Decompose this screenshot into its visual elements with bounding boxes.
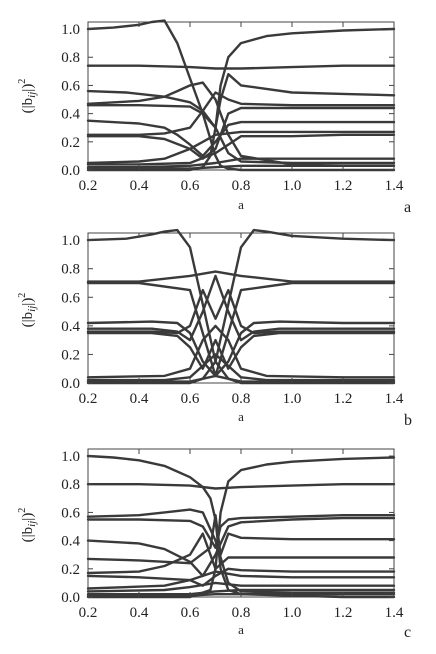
series-line-9 (86, 324, 396, 379)
panel-c: 0.2 0.4 0.6 0.8 1.0 1.2 1.4 0.00.20.40.60.81.0… (17, 448, 411, 641)
x-tick-label: 0.6 (181, 605, 200, 621)
x-tick-label: 0.4 (130, 605, 149, 621)
series-line-4 (86, 508, 396, 594)
x-tick-label: 1.2 (334, 605, 353, 621)
y-tick-label: 0.6 (61, 505, 80, 521)
x-ticks: 0.2 0.4 0.6 0.8 1.0 1.2 1.4 (79, 233, 404, 407)
panel-a: 0.2 0.4 0.6 0.8 1.0 1.2 1.4 0.00.20.40.60.81.0… (17, 19, 411, 216)
series-line-8 (86, 331, 396, 370)
y-tick-label: 0.6 (61, 290, 80, 306)
panel-letter: c (404, 624, 411, 641)
series-line-4 (86, 281, 396, 378)
panel-letter: b (404, 412, 412, 429)
x-tick-label: 1.0 (283, 605, 302, 621)
x-tick-label: 0.6 (181, 178, 200, 194)
x-tick-label: 0.4 (130, 391, 149, 407)
x-axis-label: a (238, 197, 244, 212)
series-line-1 (86, 228, 396, 385)
y-ticks: 0.0 0.2 0.4 0.6 0.8 1.0 (61, 233, 394, 392)
x-tick-label: 0.8 (232, 391, 251, 407)
x-tick-label: 0.2 (79, 178, 98, 194)
series-line-13 (86, 164, 396, 170)
curves (86, 454, 396, 599)
series-line-3 (86, 64, 396, 70)
y-tick-label: 0.2 (61, 562, 80, 578)
y-tick-label: 0.0 (61, 376, 80, 392)
series-line-6 (86, 73, 396, 129)
series-line-5 (86, 320, 396, 378)
y-tick-label: 0.4 (61, 534, 80, 550)
y-tick-label: 0.8 (61, 50, 80, 66)
series-line-5 (86, 514, 396, 549)
series-line-9 (86, 119, 396, 158)
y-axis-label: (|bij|)2 (17, 508, 38, 543)
series-line-2 (86, 228, 396, 385)
y-tick-label: 0.8 (61, 477, 80, 493)
series-line-1 (86, 19, 396, 172)
y-tick-label: 0.0 (61, 163, 80, 179)
series-line-3 (86, 270, 396, 283)
x-axis-label: a (238, 622, 244, 637)
series-line-12 (86, 157, 396, 169)
y-tick-label: 0.6 (61, 78, 80, 94)
series-line-3 (86, 483, 396, 490)
x-tick-label: 1.2 (334, 178, 353, 194)
panel-letter: a (404, 199, 411, 216)
plot-frame (87, 232, 395, 384)
series-line-11 (86, 133, 396, 166)
series-line-10 (86, 570, 396, 590)
y-tick-label: 0.4 (61, 107, 80, 123)
series-line-6 (86, 274, 396, 342)
x-ticks: 0.2 0.4 0.6 0.8 1.0 1.2 1.4 (79, 22, 404, 194)
y-tick-label: 1.0 (61, 22, 80, 38)
x-tick-label: 0.2 (79, 605, 98, 621)
y-tick-label: 0.4 (61, 319, 80, 335)
series-line-2 (86, 27, 396, 172)
curves (86, 19, 396, 172)
y-tick-label: 0.2 (61, 135, 80, 151)
x-tick-label: 0.8 (232, 605, 251, 621)
y-tick-label: 0.0 (61, 590, 80, 606)
series-line-10 (86, 130, 396, 165)
x-tick-label: 1.0 (283, 391, 302, 407)
y-tick-label: 1.0 (61, 233, 80, 249)
panel-b: 0.2 0.4 0.6 0.8 1.0 1.2 1.4 0.00.20.40.60.81.0… (17, 228, 412, 429)
x-tick-label: 1.4 (385, 178, 404, 194)
x-tick-label: 1.4 (385, 391, 404, 407)
series-line-12 (86, 588, 396, 596)
series-line-8 (86, 106, 396, 160)
x-axis-label: a (238, 409, 244, 424)
y-ticks: 0.0 0.2 0.4 0.6 0.8 1.0 (61, 449, 394, 606)
x-ticks: 0.2 0.4 0.6 0.8 1.0 1.2 1.4 (79, 449, 404, 621)
y-ticks: 0.0 0.2 0.4 0.6 0.8 1.0 (61, 22, 394, 179)
series-line-8 (86, 532, 396, 575)
y-tick-label: 1.0 (61, 449, 80, 465)
y-tick-label: 0.2 (61, 347, 80, 363)
y-axis-label: (|bij|)2 (17, 79, 38, 114)
series-line-6 (86, 516, 396, 578)
x-tick-label: 1.4 (385, 605, 404, 621)
y-tick-label: 0.8 (61, 262, 80, 278)
curves (86, 228, 396, 385)
y-axis-label: (|bij|)2 (17, 293, 38, 328)
series-line-11 (86, 581, 396, 593)
x-tick-label: 0.8 (232, 178, 251, 194)
x-tick-label: 0.2 (79, 391, 98, 407)
x-tick-label: 0.6 (181, 391, 200, 407)
x-tick-label: 1.2 (334, 391, 353, 407)
x-tick-label: 1.0 (283, 178, 302, 194)
series-line-10 (86, 353, 396, 382)
series-line-7 (86, 91, 396, 136)
series-line-7 (86, 288, 396, 335)
x-tick-label: 0.4 (130, 178, 149, 194)
